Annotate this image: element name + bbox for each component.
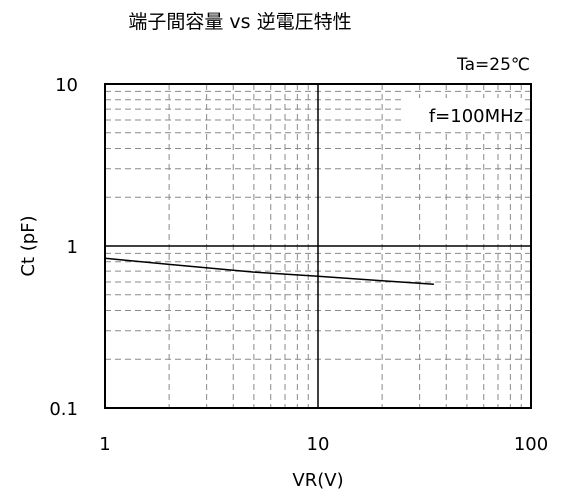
y-tick-labels: 0.1 1 10 bbox=[49, 75, 78, 420]
y-axis-label: Ct (pF) bbox=[18, 215, 39, 276]
major-grid-layer bbox=[105, 84, 531, 408]
y-tick-label: 10 bbox=[55, 75, 78, 96]
annotation-background bbox=[404, 98, 522, 130]
series-layer bbox=[104, 257, 434, 286]
series-line bbox=[104, 257, 434, 286]
y-tick-label: 0.1 bbox=[49, 399, 78, 420]
x-tick-label: 1 bbox=[99, 434, 110, 455]
x-axis-label: VR(V) bbox=[292, 470, 343, 491]
x-tick-label: 100 bbox=[514, 434, 548, 455]
chart-title: 端子間容量 vs 逆電圧特性 bbox=[128, 11, 351, 33]
y-tick-label: 1 bbox=[67, 237, 78, 258]
x-tick-label: 10 bbox=[307, 434, 330, 455]
x-tick-labels: 1 10 100 bbox=[99, 434, 548, 455]
plot-frame bbox=[104, 83, 532, 409]
chart-condition: Ta=25℃ bbox=[456, 55, 530, 75]
chart-annotation: f=100MHz bbox=[429, 106, 523, 127]
